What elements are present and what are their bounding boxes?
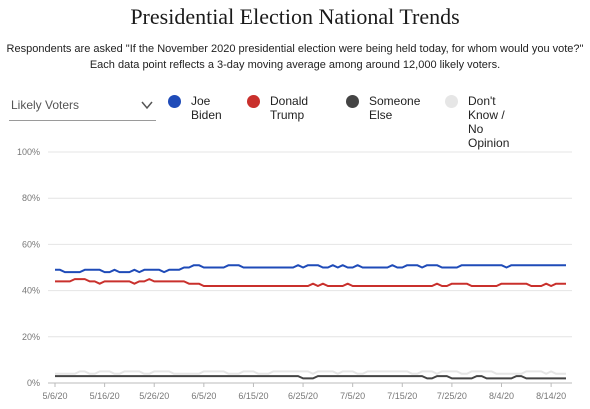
legend-label-someone-else-line2: Else	[369, 108, 393, 122]
x-tick-label: 7/25/20	[437, 391, 467, 401]
subtitle-line-2: Each data point reflects a 3-day moving …	[89, 59, 501, 71]
legend-label-dont-know-line2: Opinion	[468, 136, 510, 150]
y-tick-label: 100%	[17, 147, 40, 157]
chart-title: Presidential Election National Trends	[130, 4, 460, 29]
legend-swatch-biden	[168, 95, 181, 108]
series-line-someone-else[interactable]	[55, 375, 566, 380]
x-tick-label: 7/15/20	[387, 391, 417, 401]
x-tick-label: 7/5/20	[340, 391, 365, 401]
legend-label-trump-line2: Trump	[270, 108, 305, 122]
legend-swatch-dont-know	[445, 95, 458, 108]
legend-item-someone-else[interactable]: Someone Else	[346, 94, 420, 122]
legend-item-biden[interactable]: Joe Biden	[168, 94, 222, 122]
legend-label-biden-line1: Joe	[191, 94, 211, 108]
x-tick-label: 6/25/20	[288, 391, 318, 401]
y-tick-label: 20%	[22, 332, 40, 342]
x-tick-label: 8/4/20	[489, 391, 514, 401]
x-tick-label: 5/6/20	[42, 391, 67, 401]
legend-swatch-someone-else	[346, 95, 359, 108]
voter-type-selected-value: Likely Voters	[11, 98, 80, 112]
voter-type-select[interactable]: Likely Voters	[9, 90, 156, 121]
legend-label-dont-know-line1: Don't Know / No	[468, 94, 505, 136]
y-tick-label: 80%	[22, 193, 40, 203]
legend-label-biden-line2: Biden	[191, 108, 222, 122]
legend-item-dont-know[interactable]: Don't Know / No Opinion	[445, 94, 509, 150]
y-tick-label: 0%	[27, 378, 40, 388]
chart-subtitle: Respondents are asked "If the November 2…	[0, 41, 590, 73]
legend-item-trump[interactable]: Donald Trump	[247, 94, 308, 122]
legend-swatch-trump	[247, 95, 260, 108]
series-line-biden[interactable]	[55, 264, 566, 274]
x-tick-label: 5/26/20	[139, 391, 169, 401]
y-tick-label: 40%	[22, 286, 40, 296]
x-tick-label: 6/15/20	[238, 391, 268, 401]
series-line-trump[interactable]	[55, 278, 566, 287]
legend-label-trump-line1: Donald	[270, 94, 309, 108]
series-line-dont-know[interactable]	[55, 370, 566, 375]
subtitle-line-1: Respondents are asked "If the November 2…	[6, 43, 584, 55]
legend-label-someone-else-line1: Someone	[369, 94, 421, 108]
chevron-down-icon	[141, 101, 153, 110]
x-tick-label: 6/5/20	[191, 391, 216, 401]
x-tick-label: 5/16/20	[90, 391, 120, 401]
x-tick-label: 8/14/20	[536, 391, 566, 401]
y-tick-label: 60%	[22, 239, 40, 249]
